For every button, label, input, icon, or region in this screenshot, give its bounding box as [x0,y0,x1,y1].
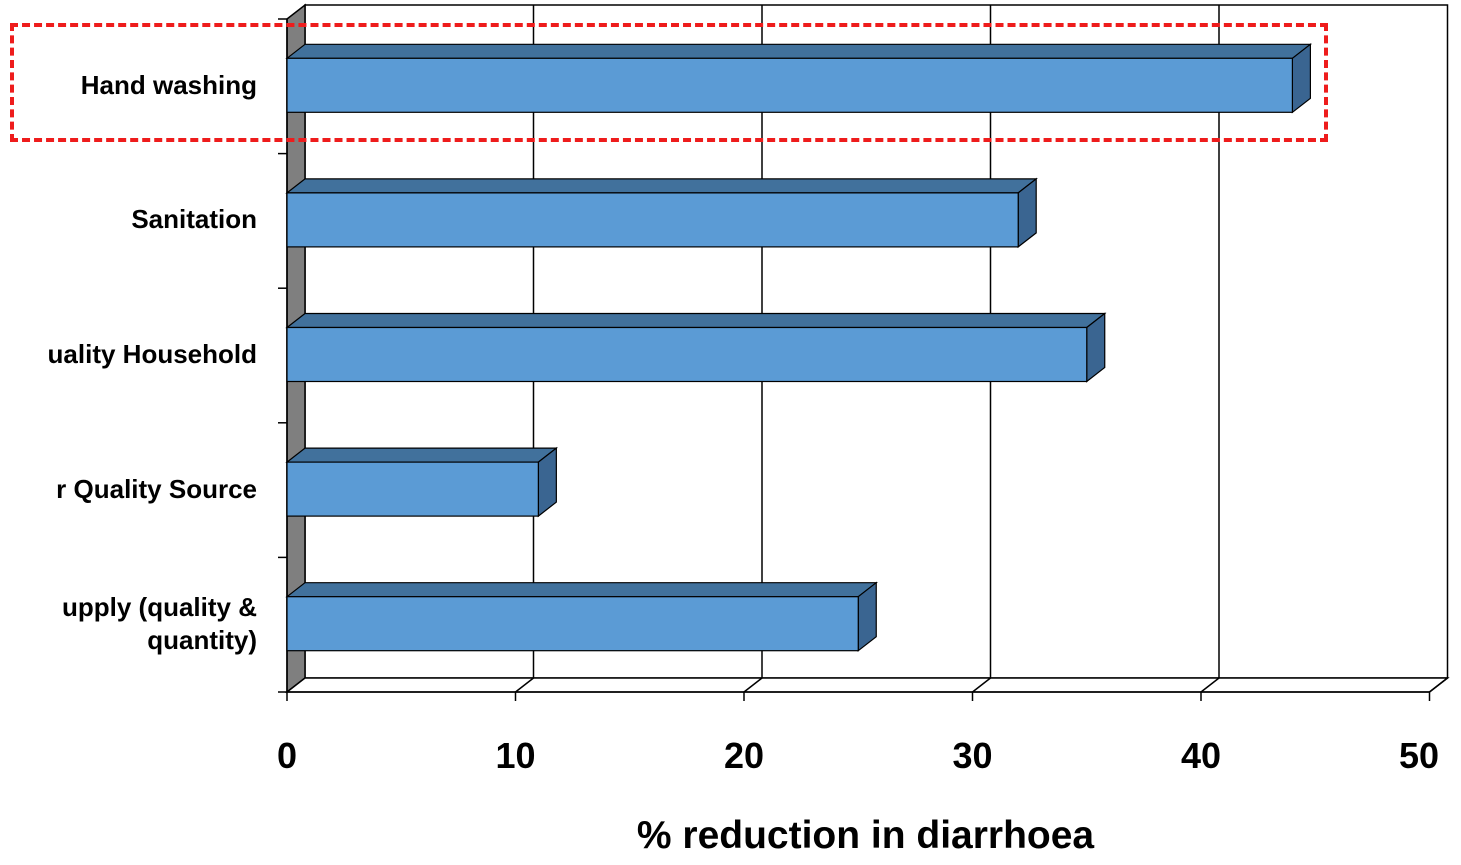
bar-top-face [285,178,1038,194]
x-axis-title: % reduction in diarrhoea [636,814,1095,857]
bar-top-face [285,447,559,463]
category-label: Sanitation [131,204,257,235]
plot-floor [284,677,1450,693]
x-tick-label: 20 [723,735,765,776]
bar [286,57,1294,113]
floor-gridline [1200,677,1220,693]
x-tick-label: 10 [495,735,536,776]
floor-gridline [972,677,991,693]
bar-top-face [285,312,1107,329]
category-label: uality Household [47,339,257,369]
bar-top-face [285,582,878,598]
category-label: r Quality Source [56,473,257,504]
bar [286,192,1019,248]
highlight-dashed-box [10,23,1328,142]
bar [286,326,1088,383]
floor-gridline [1429,677,1448,693]
x-tick-label: 50 [1398,735,1440,776]
bar [286,596,859,652]
floor-gridline [515,677,534,693]
x-tick-label: 0 [276,735,298,776]
category-label: upply (quality & quantity) [62,591,257,655]
category-label: Hand washing [80,69,257,100]
x-tick-label: 30 [952,735,993,776]
bar [286,461,539,517]
x-tick-label: 40 [1180,735,1222,776]
floor-gridline [743,677,763,693]
